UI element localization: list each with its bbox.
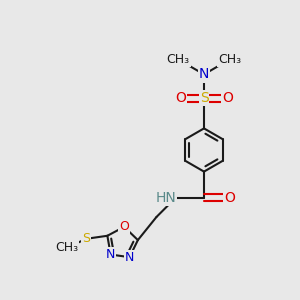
Text: O: O [119,220,129,233]
Text: O: O [222,91,233,105]
Text: CH₃: CH₃ [167,53,190,66]
Text: N: N [125,251,134,264]
Text: S: S [200,91,208,105]
Text: S: S [82,232,90,245]
Text: N: N [106,248,116,261]
Text: CH₃: CH₃ [55,241,78,254]
Text: CH₃: CH₃ [218,53,242,66]
Text: O: O [175,91,186,105]
Text: O: O [224,190,236,205]
Text: HN: HN [155,190,176,205]
Text: N: N [199,68,209,81]
